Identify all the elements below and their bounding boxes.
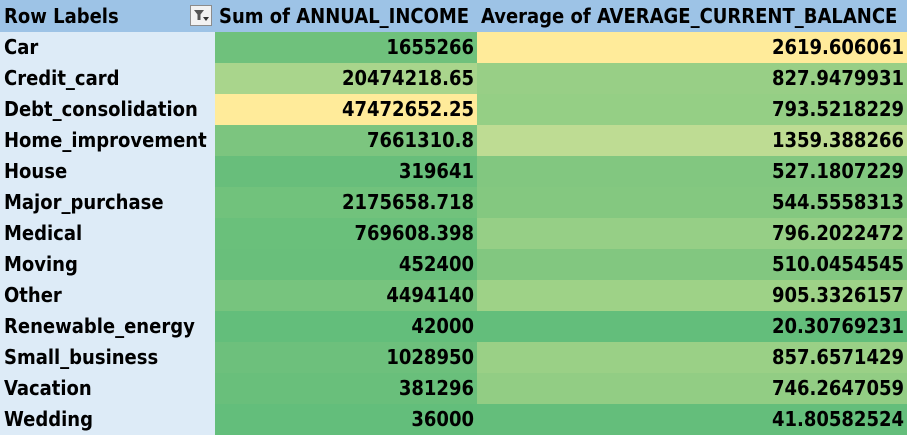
table-row: House 319641 527.1807229	[0, 156, 907, 187]
avg-current-balance-cell[interactable]: 905.3326157	[477, 280, 907, 311]
avg-current-balance-cell[interactable]: 41.80582524	[477, 404, 907, 435]
row-label-cell[interactable]: Home_improvement	[0, 125, 215, 156]
sum-annual-income-cell[interactable]: 7661310.8	[215, 125, 477, 156]
row-label-cell[interactable]: Wedding	[0, 404, 215, 435]
row-label-cell[interactable]: Small_business	[0, 342, 215, 373]
row-labels-header-text: Row Labels	[4, 4, 119, 28]
table-row: Major_purchase 2175658.718 544.5558313	[0, 187, 907, 218]
table-row: Other 4494140 905.3326157	[0, 280, 907, 311]
row-label-cell[interactable]: Renewable_energy	[0, 311, 215, 342]
sum-annual-income-cell[interactable]: 1655266	[215, 32, 477, 63]
table-row: Debt_consolidation 47472652.25 793.5218229	[0, 94, 907, 125]
sum-annual-income-cell[interactable]: 4494140	[215, 280, 477, 311]
table-row: Wedding 36000 41.80582524	[0, 404, 907, 435]
table-row: Renewable_energy 42000 20.30769231	[0, 311, 907, 342]
row-label-cell[interactable]: Major_purchase	[0, 187, 215, 218]
table-row: Medical 769608.398 796.2022472	[0, 218, 907, 249]
avg-current-balance-cell[interactable]: 510.0454545	[477, 249, 907, 280]
table-row: Moving 452400 510.0454545	[0, 249, 907, 280]
sum-annual-income-cell[interactable]: 20474218.65	[215, 63, 477, 94]
table-row: Car 1655266 2619.606061	[0, 32, 907, 63]
sum-annual-income-cell[interactable]: 47472652.25	[215, 94, 477, 125]
avg-current-balance-cell[interactable]: 1359.388266	[477, 125, 907, 156]
row-labels-header[interactable]: Row Labels	[0, 0, 215, 32]
row-label-cell[interactable]: Vacation	[0, 373, 215, 404]
sum-annual-income-header-text: Sum of ANNUAL_INCOME	[219, 4, 470, 28]
avg-current-balance-cell[interactable]: 857.6571429	[477, 342, 907, 373]
sum-annual-income-cell[interactable]: 319641	[215, 156, 477, 187]
row-label-cell[interactable]: Car	[0, 32, 215, 63]
sum-annual-income-cell[interactable]: 1028950	[215, 342, 477, 373]
avg-current-balance-cell[interactable]: 20.30769231	[477, 311, 907, 342]
table-row: Credit_card 20474218.65 827.9479931	[0, 63, 907, 94]
avg-current-balance-cell[interactable]: 2619.606061	[477, 32, 907, 63]
row-label-cell[interactable]: Debt_consolidation	[0, 94, 215, 125]
row-label-cell[interactable]: Moving	[0, 249, 215, 280]
sum-annual-income-cell[interactable]: 2175658.718	[215, 187, 477, 218]
table-row: Home_improvement 7661310.8 1359.388266	[0, 125, 907, 156]
row-label-cell[interactable]: House	[0, 156, 215, 187]
avg-current-balance-cell[interactable]: 796.2022472	[477, 218, 907, 249]
sum-annual-income-header[interactable]: Sum of ANNUAL_INCOME	[215, 0, 477, 32]
sum-annual-income-cell[interactable]: 36000	[215, 404, 477, 435]
sum-annual-income-cell[interactable]: 769608.398	[215, 218, 477, 249]
sum-annual-income-cell[interactable]: 42000	[215, 311, 477, 342]
row-label-cell[interactable]: Medical	[0, 218, 215, 249]
avg-current-balance-header-text: Average of AVERAGE_CURRENT_BALANCE	[481, 4, 898, 28]
avg-current-balance-cell[interactable]: 527.1807229	[477, 156, 907, 187]
avg-current-balance-cell[interactable]: 827.9479931	[477, 63, 907, 94]
table-row: Small_business 1028950 857.6571429	[0, 342, 907, 373]
avg-current-balance-cell[interactable]: 544.5558313	[477, 187, 907, 218]
avg-current-balance-cell[interactable]: 746.2647059	[477, 373, 907, 404]
row-labels-filter-button[interactable]	[190, 5, 212, 26]
header-row: Row Labels Sum of ANNUAL_INCOME Average …	[0, 0, 907, 32]
sum-annual-income-cell[interactable]: 452400	[215, 249, 477, 280]
avg-current-balance-cell[interactable]: 793.5218229	[477, 94, 907, 125]
filter-dropdown-icon	[194, 10, 209, 21]
table-row: Vacation 381296 746.2647059	[0, 373, 907, 404]
avg-current-balance-header[interactable]: Average of AVERAGE_CURRENT_BALANCE	[477, 0, 907, 32]
sum-annual-income-cell[interactable]: 381296	[215, 373, 477, 404]
row-label-cell[interactable]: Credit_card	[0, 63, 215, 94]
row-label-cell[interactable]: Other	[0, 280, 215, 311]
